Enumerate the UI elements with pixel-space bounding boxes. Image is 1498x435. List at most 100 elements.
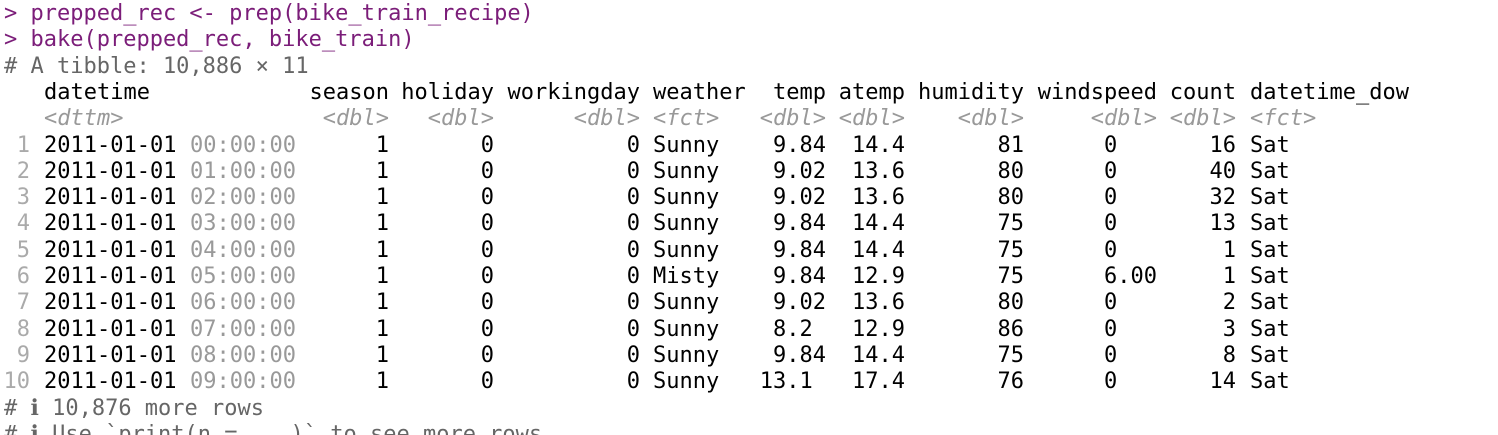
column-type: <dbl> <box>1169 106 1236 132</box>
cell: Sunny <box>653 237 720 263</box>
cell: 0 <box>626 342 640 368</box>
command: > bake(prepped_rec, bike_train) <box>4 27 415 53</box>
cell: 3 <box>1222 316 1236 342</box>
cell: Sunny <box>653 290 720 316</box>
cell: 1 <box>375 369 389 395</box>
row-index: 6 <box>16 264 30 289</box>
row-index: 2 <box>16 158 30 184</box>
cell: 1 <box>375 264 389 289</box>
tibble-header: # A tibble: 10,886 × 11 <box>4 53 309 79</box>
column-type: <dbl> <box>427 106 494 132</box>
cell-time: 00:00:00 <box>190 132 296 158</box>
row-index: 3 <box>16 185 30 211</box>
cell: 1 <box>375 316 389 342</box>
cell-time: 06:00:00 <box>190 290 296 316</box>
cell: Sunny <box>653 316 720 342</box>
footer-note: # ℹ Use `print(n = ...)` to see more row… <box>4 421 543 435</box>
cell: 1 <box>375 237 389 263</box>
cell: Sat <box>1250 316 1290 342</box>
cell: 0 <box>626 211 640 237</box>
cell: 0 <box>626 316 640 342</box>
cell: 0 <box>1104 132 1118 158</box>
column-type: <dbl> <box>322 106 389 132</box>
cell: 80 <box>997 290 1025 316</box>
cell: 0 <box>480 185 494 211</box>
column-name: weather <box>653 79 746 105</box>
cell: 13 <box>1209 211 1237 237</box>
cell: 9.84 <box>773 237 826 263</box>
cell: Sat <box>1250 369 1290 395</box>
column-name: datetime <box>44 79 150 105</box>
cell: 1 <box>375 211 389 237</box>
cell: 9.84 <box>773 342 826 368</box>
cell: 40 <box>1209 158 1237 184</box>
cell: Sat <box>1250 237 1290 263</box>
cell: 13.6 <box>852 185 905 211</box>
cell: 12.9 <box>852 264 905 289</box>
cell: 16 <box>1209 132 1237 158</box>
cell: 1 <box>375 290 389 316</box>
cell: 9.84 <box>773 264 826 289</box>
cell-date: 2011-01-01 <box>44 211 177 237</box>
cell: 9.84 <box>773 132 826 158</box>
cell-time: 07:00:00 <box>190 316 296 342</box>
cell: Sat <box>1250 211 1290 237</box>
cell: 86 <box>997 316 1025 342</box>
cell: 1 <box>375 158 389 184</box>
cell: 0 <box>480 211 494 237</box>
cell: 75 <box>997 264 1025 289</box>
column-type: <dbl> <box>838 106 905 132</box>
cell: 0 <box>1104 369 1118 395</box>
cell: 1 <box>1222 237 1236 263</box>
column-type: <dbl> <box>957 106 1024 132</box>
cell: 2 <box>1222 290 1236 316</box>
cell-time: 08:00:00 <box>190 342 296 368</box>
column-name: atemp <box>838 79 905 105</box>
row-index: 7 <box>16 290 30 316</box>
cell-date: 2011-01-01 <box>44 158 177 184</box>
cell-date: 2011-01-01 <box>44 264 177 289</box>
cell: 0 <box>480 158 494 184</box>
cell-time: 05:00:00 <box>190 264 296 289</box>
cell-time: 01:00:00 <box>190 158 296 184</box>
cell: 76 <box>997 369 1025 395</box>
column-name: count <box>1169 79 1236 105</box>
row-index: 10 <box>3 369 31 395</box>
column-name: humidity <box>918 79 1024 105</box>
cell-date: 2011-01-01 <box>44 290 177 316</box>
cell: Sunny <box>653 185 720 211</box>
cell: 14.4 <box>852 237 905 263</box>
cell: 0 <box>480 342 494 368</box>
command: > prepped_rec <- prep(bike_train_recipe) <box>4 1 534 26</box>
cell: Sunny <box>653 132 720 158</box>
cell: 6.00 <box>1104 264 1157 289</box>
footer-note: # ℹ 10,876 more rows <box>4 395 265 421</box>
cell: 0 <box>1104 237 1118 263</box>
cell: 13.6 <box>852 158 905 184</box>
cell: 80 <box>997 158 1025 184</box>
cell: 9.02 <box>773 158 826 184</box>
cell: 1 <box>375 185 389 211</box>
cell: 75 <box>997 342 1025 368</box>
column-type: <dbl> <box>1090 106 1157 132</box>
cell: Sat <box>1250 185 1290 211</box>
row-index: 1 <box>16 132 30 158</box>
cell: 81 <box>997 132 1025 158</box>
cell: Sat <box>1250 342 1290 368</box>
cell-date: 2011-01-01 <box>44 132 177 158</box>
column-name: temp <box>773 79 826 105</box>
cell: 0 <box>1104 316 1118 342</box>
column-type: <fct> <box>1250 106 1317 132</box>
cell: Sunny <box>653 211 720 237</box>
cell: 0 <box>480 132 494 158</box>
column-type: <dbl> <box>573 106 640 132</box>
column-type: <fct> <box>653 106 720 132</box>
cell: 1 <box>375 342 389 368</box>
cell: Sat <box>1250 264 1290 289</box>
cell: 75 <box>997 211 1025 237</box>
column-name: windspeed <box>1037 79 1157 105</box>
cell-date: 2011-01-01 <box>44 316 177 342</box>
cell: 0 <box>480 316 494 342</box>
cell: 0 <box>1104 342 1118 368</box>
cell: 13.6 <box>852 290 905 316</box>
